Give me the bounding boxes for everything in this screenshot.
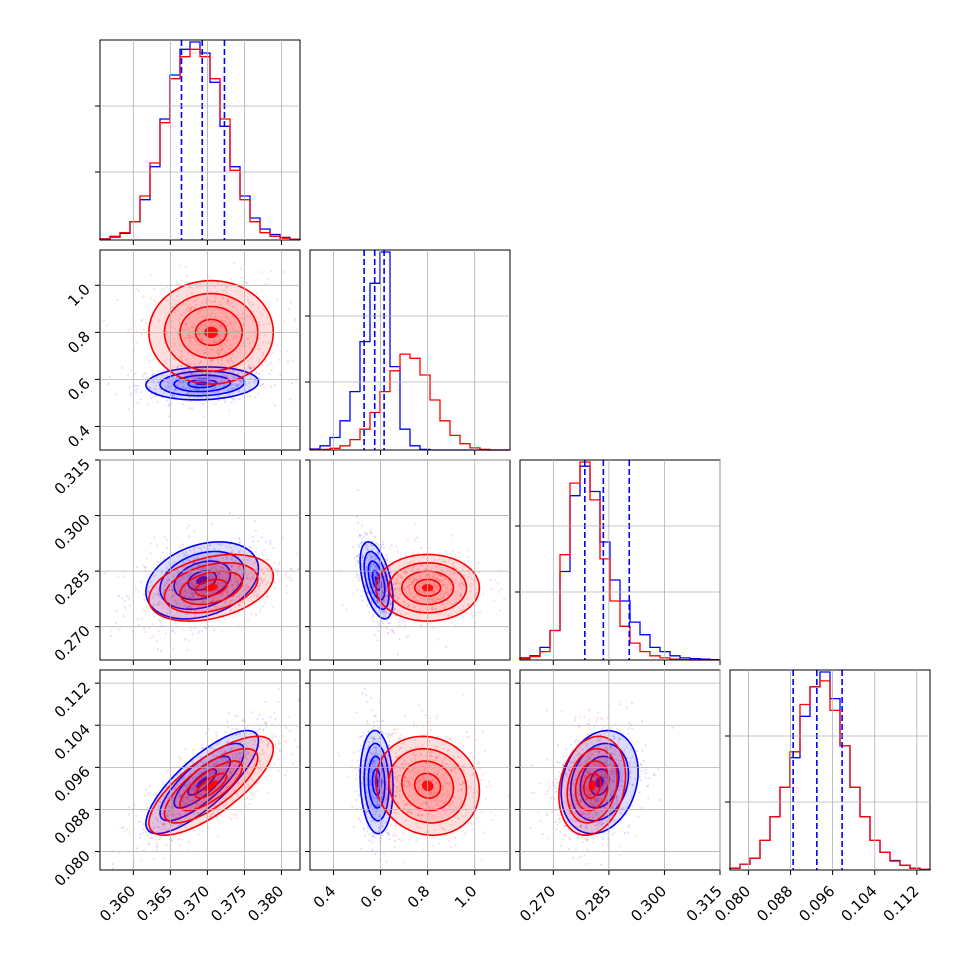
grid-3-1 (310, 670, 510, 870)
panel-frame-3-3 (729, 669, 931, 871)
x-tick-label-3-4: 0.112 (880, 882, 923, 925)
x-tick-label-2-2: 0.300 (627, 882, 670, 925)
hist-panel-1 (309, 249, 511, 451)
x-tick-label-2-1: 0.285 (572, 882, 615, 925)
y-tick-label-1-2: 0.8 (64, 327, 94, 357)
y-tick-label-3-1: 0.088 (51, 805, 94, 848)
ticks-1-0 (95, 284, 282, 455)
scatter-panel-2-1 (309, 459, 511, 661)
histogram-red-0 (99, 48, 301, 240)
y-tick-label-3-2: 0.096 (51, 762, 94, 805)
panel-frame-1-0 (99, 249, 301, 451)
x-tick-label-0-1: 0.365 (133, 882, 176, 925)
y-tick-label-2-3: 0.315 (51, 455, 94, 498)
grid-1-1 (310, 250, 510, 450)
y-tick-label-2-1: 0.285 (51, 566, 94, 609)
x-tick-label-0-3: 0.375 (207, 882, 250, 925)
panel-frame-3-1 (309, 669, 511, 871)
grid-3-3 (730, 670, 930, 870)
grid-2-1 (310, 459, 510, 660)
ticks-3-0 (95, 682, 282, 875)
panel-frame-3-0 (99, 669, 301, 871)
ticks-2-2 (515, 525, 721, 665)
hist-panel-0 (99, 39, 301, 241)
ticks-3-1 (305, 682, 476, 875)
y-tick-label-3-3: 0.104 (51, 720, 94, 763)
panel-frame-1-1 (309, 249, 511, 451)
grid-2-0 (100, 459, 300, 660)
x-tick-label-3-3: 0.104 (837, 882, 880, 925)
grid-1-0 (100, 250, 300, 450)
hist-panel-3 (729, 669, 931, 871)
scatter-panel-3-2 (519, 669, 721, 871)
x-tick-label-1-0: 0.4 (310, 882, 340, 912)
hist-panel-2 (519, 459, 721, 661)
ticks-3-3 (725, 735, 918, 875)
scatter-points-red-3-1 (336, 694, 510, 864)
ticks-0-0 (95, 105, 282, 245)
x-tick-label-1-2: 0.8 (404, 882, 434, 912)
x-tick-label-1-1: 0.6 (357, 882, 387, 912)
grid-3-0 (100, 670, 300, 870)
y-tick-label-1-1: 0.6 (64, 375, 94, 405)
ticks-1-1 (305, 315, 476, 455)
y-tick-label-1-0: 0.4 (64, 422, 94, 452)
histogram-blue-0 (99, 41, 301, 240)
ticks-2-0 (95, 459, 282, 665)
x-tick-label-3-1: 0.088 (753, 882, 796, 925)
y-tick-label-3-4: 0.112 (51, 678, 94, 721)
histogram-red-2 (519, 461, 720, 661)
histogram-red-1 (309, 353, 510, 451)
y-tick-label-3-0: 0.080 (51, 847, 94, 890)
grid-3-2 (520, 670, 721, 870)
scatter-panel-2-0 (99, 459, 301, 661)
histogram-blue-1 (309, 251, 510, 451)
x-tick-label-1-3: 1.0 (451, 882, 481, 912)
scatter-points-red-2-1 (339, 523, 506, 649)
y-tick-label-2-0: 0.270 (51, 622, 94, 665)
panel-frame-0-0 (99, 39, 301, 241)
histogram-red-3 (729, 680, 931, 871)
grid-2-2 (520, 460, 721, 660)
x-tick-label-3-2: 0.096 (795, 882, 838, 925)
x-tick-label-0-4: 0.380 (244, 882, 287, 925)
ticks-3-2 (515, 682, 721, 875)
ticks-2-1 (305, 459, 476, 665)
y-tick-label-1-3: 1.0 (64, 280, 94, 310)
scatter-points-red-2-0 (110, 537, 298, 651)
scatter-panel-1-0 (99, 249, 301, 451)
x-tick-label-0-0: 0.360 (96, 882, 139, 925)
grid-0-0 (100, 40, 300, 240)
y-tick-label-2-2: 0.300 (51, 511, 94, 554)
x-tick-label-0-2: 0.370 (170, 882, 213, 925)
x-tick-label-2-0: 0.270 (516, 882, 559, 925)
